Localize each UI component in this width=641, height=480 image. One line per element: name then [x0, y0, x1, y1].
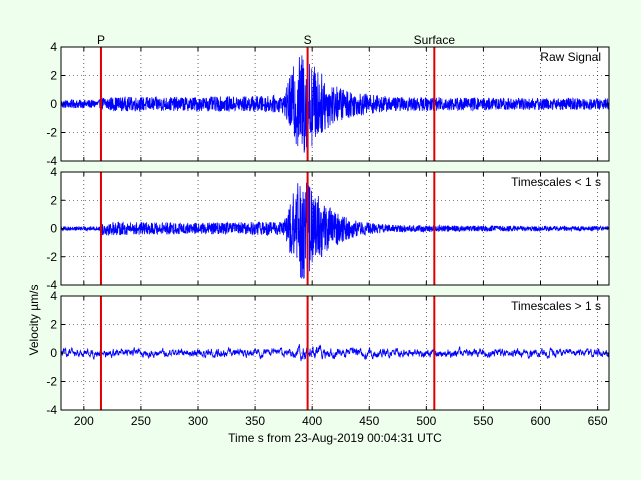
panel-3: 4 2 0 -2 -4 Timescales > 1 s: [46, 289, 610, 417]
panel-1: 4 2 0 -2 -4 Raw Signal: [46, 40, 610, 168]
signal-trace: [60, 55, 610, 153]
y-tick-label: 0: [50, 346, 57, 360]
x-tick-label: 450: [359, 414, 379, 428]
panel-label: Timescales > 1 s: [511, 299, 601, 313]
y-tick-label: 4: [50, 40, 57, 54]
y-tick-label: 0: [50, 222, 57, 236]
y-tick-label: -4: [46, 403, 57, 417]
y-tick-label: -4: [46, 154, 57, 168]
x-tick-label: 650: [588, 414, 608, 428]
y-tick-label: -4: [46, 278, 57, 292]
x-tick-label: 600: [530, 414, 550, 428]
phase-marker-label: S: [304, 33, 312, 47]
y-tick-label: 4: [50, 165, 57, 179]
y-tick-label: -2: [46, 126, 57, 140]
x-tick-label: 200: [74, 414, 94, 428]
signal-trace: [60, 344, 610, 362]
y-tick-label: 0: [50, 97, 57, 111]
y-tick-label: -2: [46, 250, 57, 264]
phase-marker-label: P: [97, 33, 105, 47]
y-tick-label: -2: [46, 375, 57, 389]
panel-label: Raw Signal: [540, 50, 601, 64]
x-axis-label: Time s from 23-Aug-2019 00:04:31 UTC: [228, 431, 442, 445]
x-tick-label: 250: [131, 414, 151, 428]
y-tick-label: 2: [50, 69, 57, 83]
x-tick-label: 350: [245, 414, 265, 428]
x-tick-label: 300: [188, 414, 208, 428]
panel-label: Timescales < 1 s: [511, 175, 601, 189]
y-axis-label: Velocity µm/s: [27, 285, 41, 356]
x-tick-label: 500: [416, 414, 436, 428]
panel-2: 4 2 0 -2 -4 Timescales < 1 s: [46, 165, 610, 292]
signal-trace: [60, 182, 610, 279]
y-tick-label: 2: [50, 318, 57, 332]
x-tick-label: 550: [473, 414, 493, 428]
y-tick-label: 2: [50, 193, 57, 207]
phase-marker-label: Surface: [414, 33, 456, 47]
x-tick-label: 400: [302, 414, 322, 428]
y-tick-label: 4: [50, 289, 57, 303]
